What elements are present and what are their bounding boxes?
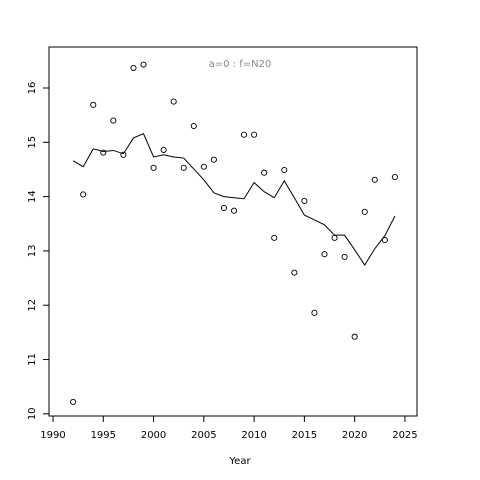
- x-tick-label: 2025: [392, 430, 417, 441]
- data-point: [361, 208, 368, 215]
- data-point: [190, 122, 197, 130]
- data-point: [331, 234, 338, 241]
- y-tick-label: 15: [27, 136, 38, 149]
- data-point: [170, 98, 177, 105]
- x-axis-label: Year: [228, 456, 251, 467]
- data-point: [160, 146, 167, 153]
- data-point: [110, 117, 117, 124]
- plot-frame: [48, 46, 418, 417]
- x-tick-label: 2000: [141, 430, 166, 441]
- data-point: [281, 166, 288, 174]
- data-point: [341, 253, 348, 260]
- data-point: [100, 149, 107, 156]
- data-point: [120, 151, 127, 158]
- data-point: [150, 164, 157, 171]
- x-tick-label: 2010: [241, 430, 266, 441]
- data-point: [271, 234, 278, 241]
- x-tick-label: 2005: [191, 430, 216, 441]
- data-point: [261, 169, 268, 176]
- data-point: [80, 191, 87, 198]
- data-point: [140, 61, 147, 68]
- data-point: [291, 269, 298, 276]
- y-tick-label: 12: [27, 299, 38, 312]
- y-tick-label: 13: [27, 245, 38, 258]
- data-point: [351, 333, 358, 340]
- data-point: [251, 131, 258, 138]
- data-point: [391, 174, 398, 181]
- data-point: [301, 197, 308, 205]
- data-point: [70, 398, 77, 405]
- data-point: [130, 64, 137, 71]
- data-point: [311, 309, 318, 316]
- y-tick-label: 14: [27, 190, 38, 203]
- x-tick-label: 2015: [292, 430, 317, 441]
- data-point: [180, 164, 187, 171]
- data-point: [241, 131, 248, 138]
- trend-line: [72, 132, 396, 266]
- x-tick-label: 1990: [40, 430, 65, 441]
- data-point: [381, 237, 388, 244]
- x-tick-label: 1995: [91, 430, 116, 441]
- x-tick-label: 2020: [342, 430, 367, 441]
- data-point: [321, 251, 328, 258]
- y-tick-label: 10: [27, 407, 38, 420]
- y-tick-label: 16: [27, 82, 38, 95]
- data-point: [200, 163, 207, 170]
- annotation: a=0 : f=N20: [209, 59, 272, 70]
- data-point: [210, 156, 217, 163]
- data-point: [220, 204, 228, 212]
- data-point: [230, 207, 238, 214]
- data-point: [90, 101, 97, 108]
- data-point: [371, 176, 378, 183]
- y-tick-label: 11: [27, 353, 38, 366]
